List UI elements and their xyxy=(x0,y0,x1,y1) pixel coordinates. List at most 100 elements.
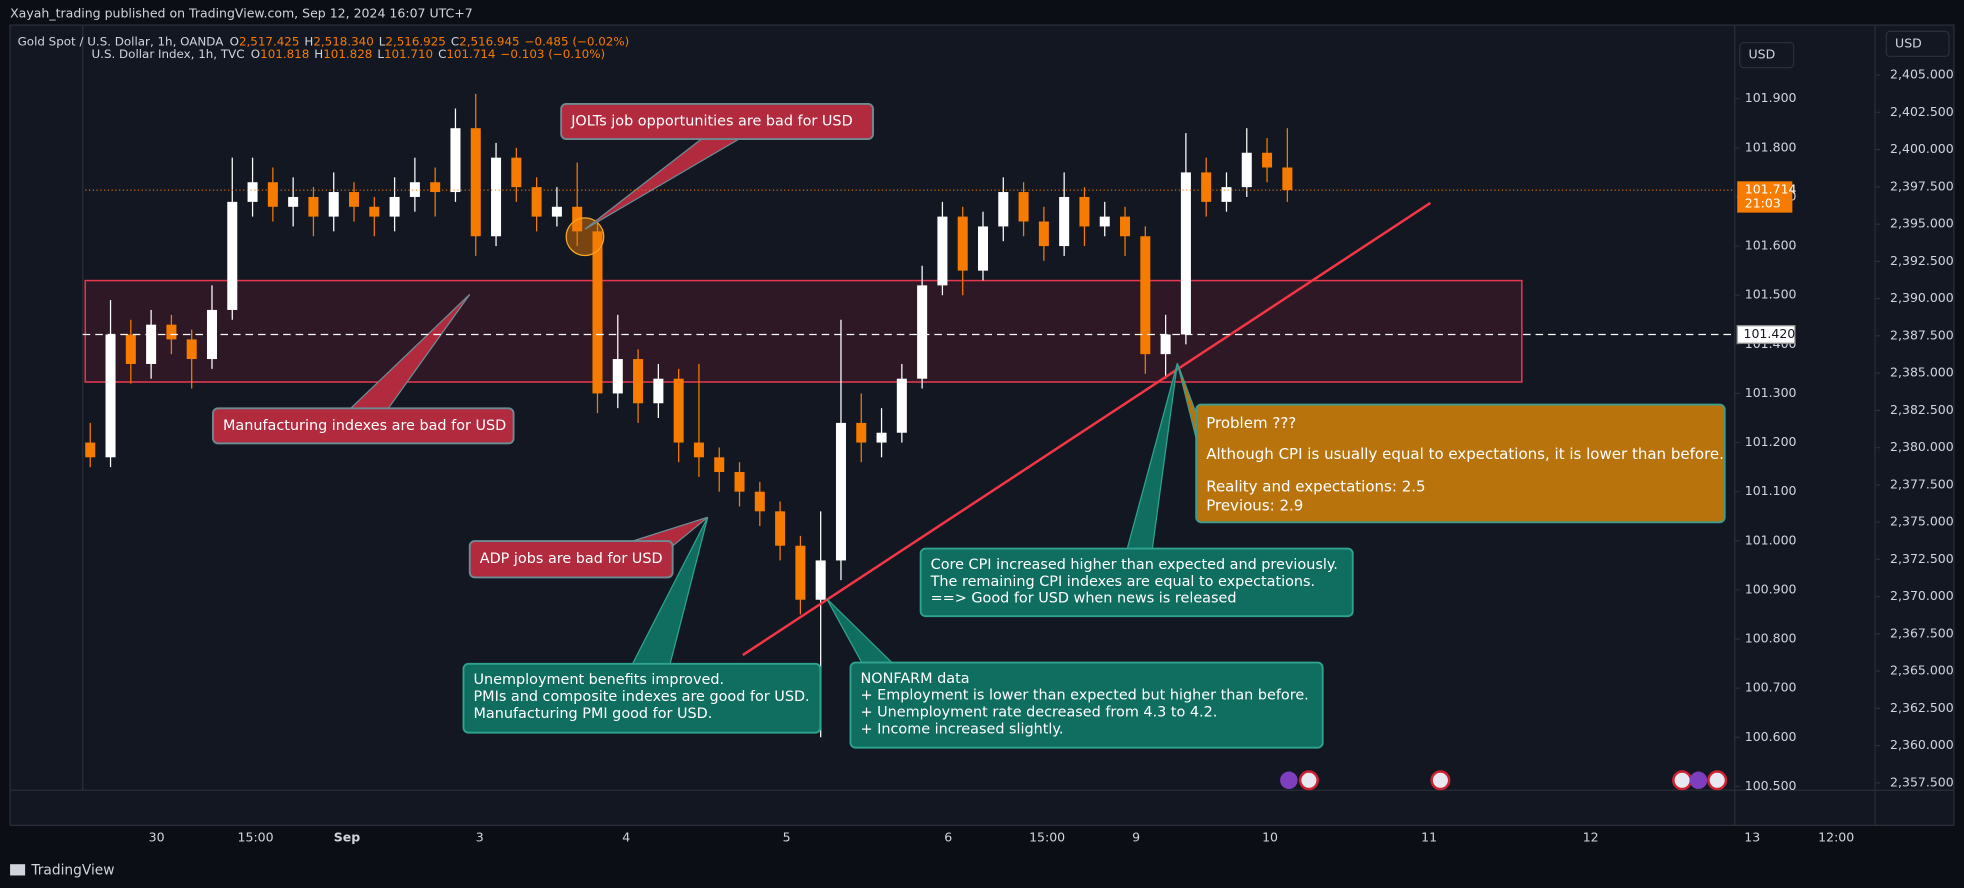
y2-tick-label: 2,370.000 xyxy=(1890,588,1954,603)
candle-body xyxy=(1282,167,1293,191)
y2-tick-label: 2,405.000 xyxy=(1890,67,1954,82)
candle-body xyxy=(734,472,745,492)
y-tick-label: 101.600 xyxy=(1745,238,1797,253)
candle-body xyxy=(430,182,441,193)
y2-tick-label: 2,367.500 xyxy=(1890,625,1954,640)
y2-tick-label: 2,400.000 xyxy=(1890,141,1954,156)
candle-body xyxy=(308,196,319,217)
callout-box xyxy=(919,547,1354,618)
candle-body xyxy=(328,192,339,217)
candle-body xyxy=(105,334,116,458)
callout-text: Manufacturing PMI good for USD. xyxy=(473,706,712,722)
candle-body xyxy=(409,182,420,197)
candle-body xyxy=(1241,152,1252,188)
candle-body xyxy=(714,457,725,473)
candle-body xyxy=(470,128,481,237)
callout-text: ADP jobs are bad for USD xyxy=(480,551,663,567)
y2-tick-label: 2,390.000 xyxy=(1890,290,1954,305)
legend-key: C xyxy=(438,46,446,60)
legend-value: 101.710 xyxy=(384,46,433,60)
callout-text: Problem ??? xyxy=(1206,414,1296,432)
y-tick-label: 101.900 xyxy=(1745,90,1797,105)
callout-text: Core CPI increased higher than expected … xyxy=(931,557,1338,573)
candle-body xyxy=(1038,221,1049,247)
event-icon[interactable] xyxy=(1430,770,1451,791)
x-tick-label: 30 xyxy=(149,829,165,844)
candle-body xyxy=(957,216,968,271)
y2-tick-label: 2,365.000 xyxy=(1890,663,1954,678)
callout-text: + Unemployment rate decreased from 4.3 t… xyxy=(861,705,1218,721)
callout-box xyxy=(849,661,1324,749)
candle-body xyxy=(1201,172,1212,202)
x-tick-label: 15:00 xyxy=(1029,829,1065,844)
countdown-label: 21:03 xyxy=(1745,195,1781,210)
candle-body xyxy=(673,378,684,443)
y2-tick-label: 2,360.000 xyxy=(1890,737,1954,752)
y2-tick-label: 2,402.500 xyxy=(1890,104,1954,119)
y-tick-label: 100.800 xyxy=(1745,631,1797,646)
candle-body xyxy=(754,491,765,512)
y-tick-label: 100.500 xyxy=(1745,778,1797,793)
candle-body xyxy=(693,442,704,458)
callout-box xyxy=(462,662,822,734)
y-tick-label: 100.600 xyxy=(1745,729,1797,744)
candle-body xyxy=(146,324,157,364)
event-icon[interactable] xyxy=(1280,771,1298,790)
callout-text: Manufacturing indexes are bad for USD xyxy=(223,418,506,434)
candle-body xyxy=(876,432,887,443)
legend-value: 101.828 xyxy=(323,46,372,60)
y2-tick-label: 2,380.000 xyxy=(1890,439,1954,454)
callout-text: + Employment is lower than expected but … xyxy=(861,688,1309,704)
legend-value: 101.818 xyxy=(260,46,309,60)
published-text: Xayah_trading published on TradingView.c… xyxy=(10,5,473,20)
legend-key: L xyxy=(379,34,386,48)
x-tick-label: 4 xyxy=(622,829,630,844)
candle-body xyxy=(998,192,1009,227)
event-icons xyxy=(1280,770,1728,791)
legend-value: 2,516.925 xyxy=(385,34,445,48)
candle-body xyxy=(977,226,989,271)
callout-box xyxy=(560,103,874,140)
legend-symbol: Gold Spot / U.S. Dollar, 1h, OANDA xyxy=(18,34,225,48)
legend-key: C xyxy=(451,34,459,48)
candle-body xyxy=(166,324,177,340)
currency-label: USD xyxy=(1749,47,1776,62)
y2-tick-label: 2,395.000 xyxy=(1890,216,1954,231)
y-tick-label: 101.800 xyxy=(1745,139,1797,154)
currency-button[interactable] xyxy=(1885,30,1950,57)
trend-line xyxy=(742,201,1432,657)
x-tick-label: Sep xyxy=(334,829,361,844)
candle-body xyxy=(186,339,197,360)
candle-body xyxy=(531,187,542,217)
y2-tick-label: 2,397.500 xyxy=(1890,178,1954,193)
candle-body xyxy=(1099,216,1110,227)
last-price-badge xyxy=(1737,181,1793,213)
event-icon[interactable] xyxy=(1672,770,1693,791)
candle-body xyxy=(369,206,380,217)
y2-tick-label: 2,385.000 xyxy=(1890,365,1954,380)
candle-body xyxy=(653,378,664,404)
candle-body xyxy=(267,182,278,207)
candle-body xyxy=(349,192,360,207)
annotations: JOLTs job opportunities are bad for USD M… xyxy=(212,103,1726,749)
legend-line: Gold Spot / U.S. Dollar, 1h, OANDA O2,517… xyxy=(18,34,630,48)
x-tick-label: 13 xyxy=(1744,829,1760,844)
candle-body xyxy=(612,359,623,394)
y-tick-label: 101.200 xyxy=(1745,434,1797,449)
event-icon[interactable] xyxy=(1298,770,1319,791)
event-icon[interactable] xyxy=(1689,771,1708,790)
y2-tick-label: 2,377.500 xyxy=(1890,476,1954,491)
brand-name: TradingView xyxy=(30,862,114,878)
candle-body xyxy=(937,216,948,286)
y2-tick-label: 2,392.500 xyxy=(1890,253,1954,268)
candle-body xyxy=(1140,236,1151,355)
y-tick-label: 101.100 xyxy=(1745,483,1797,498)
candle-body xyxy=(551,206,562,217)
y-tick-label: 100.900 xyxy=(1745,581,1797,596)
callout-text: NONFARM data xyxy=(861,671,970,687)
event-icon[interactable] xyxy=(1707,770,1728,791)
candle-body xyxy=(511,157,522,188)
currency-button[interactable] xyxy=(1739,41,1795,69)
candle-body xyxy=(1059,196,1070,247)
